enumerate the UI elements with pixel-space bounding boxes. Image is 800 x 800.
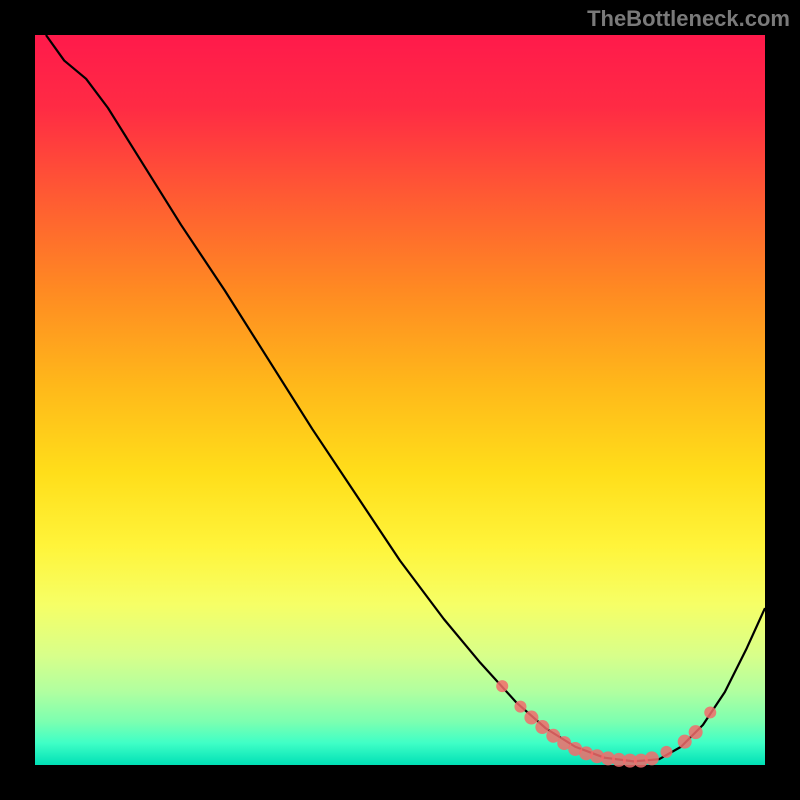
marker-point	[678, 735, 692, 749]
marker-point	[689, 725, 703, 739]
plot-background	[35, 35, 765, 765]
marker-point	[645, 751, 659, 765]
marker-point	[704, 706, 716, 718]
chart-stage: TheBottleneck.com	[0, 0, 800, 800]
marker-point	[496, 680, 508, 692]
marker-point	[514, 701, 526, 713]
marker-point	[660, 746, 672, 758]
marker-point	[535, 720, 549, 734]
bottleneck-curve-chart	[0, 0, 800, 800]
marker-point	[524, 711, 538, 725]
